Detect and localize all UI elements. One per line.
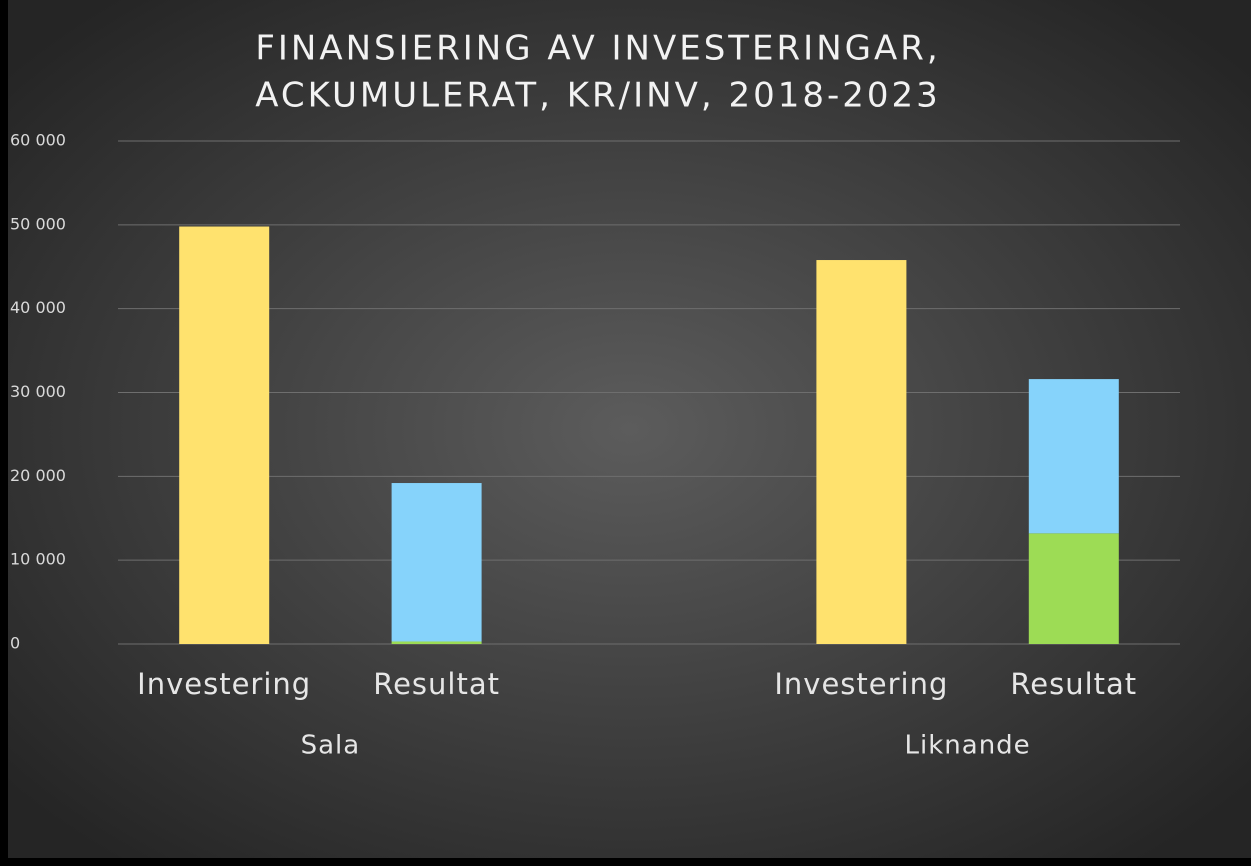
bar-segment — [391, 641, 482, 644]
chart-title: FINANSIERING AV INVESTERINGAR, — [255, 29, 940, 69]
x-tick-label: Investering — [137, 667, 311, 701]
bar-segment — [179, 226, 270, 644]
x-tick-label: Resultat — [1010, 667, 1137, 701]
y-tick-label: 20 000 — [10, 466, 66, 485]
x-tick-label: Investering — [774, 667, 948, 701]
bar-segment — [1028, 379, 1119, 534]
y-tick-label: 0 — [10, 634, 20, 653]
y-tick-label: 10 000 — [10, 550, 66, 569]
bar-segment — [816, 260, 907, 644]
group-label: Sala — [301, 731, 361, 761]
y-tick-label: 40 000 — [10, 298, 66, 317]
y-tick-label: 50 000 — [10, 214, 66, 233]
group-label: Liknande — [905, 731, 1031, 761]
bar-segment — [1028, 533, 1119, 644]
y-tick-label: 60 000 — [10, 131, 66, 150]
y-tick-label: 30 000 — [10, 382, 66, 401]
x-tick-label: Resultat — [373, 667, 500, 701]
bar-segment — [391, 483, 482, 642]
chart-title: ACKUMULERAT, KR/INV, 2018-2023 — [255, 76, 941, 116]
